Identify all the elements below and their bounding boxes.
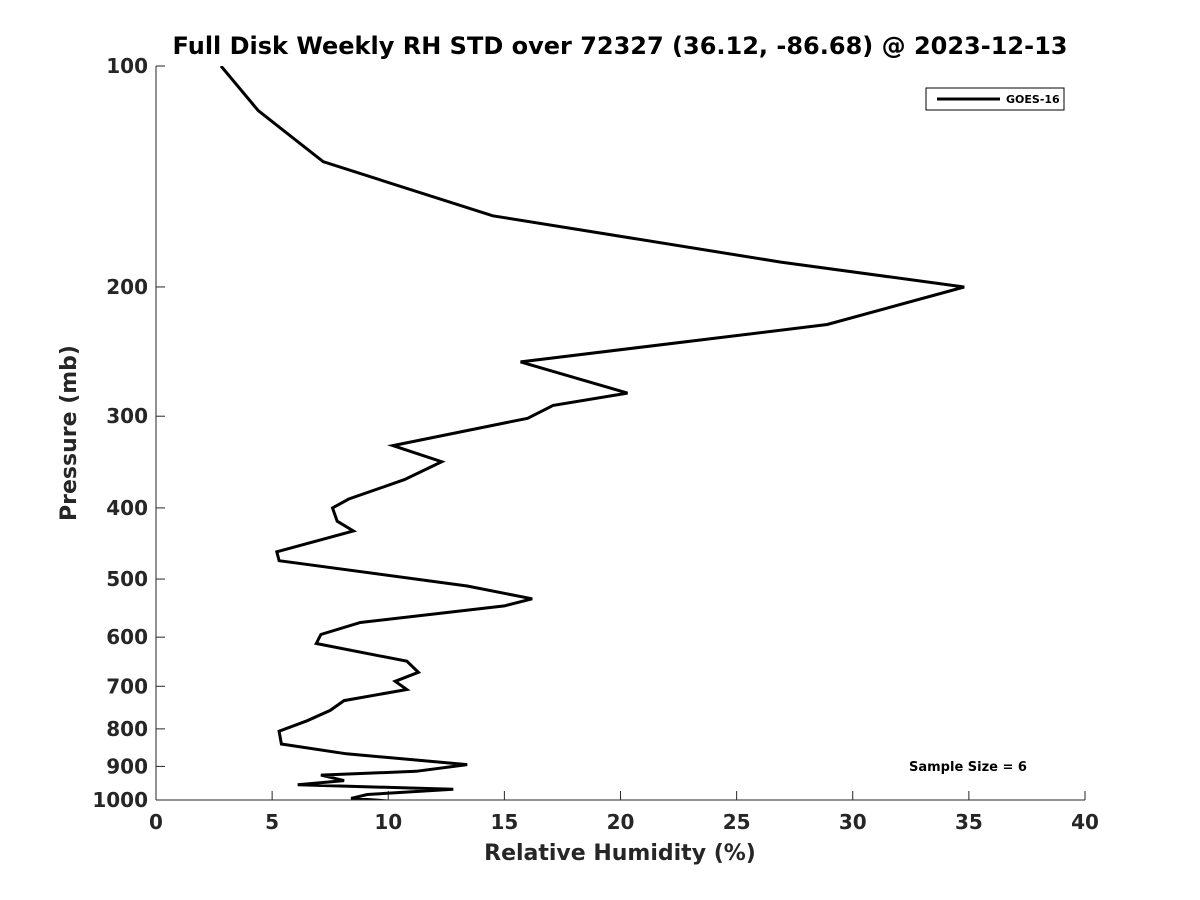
y-tick-label: 500 <box>106 567 148 591</box>
y-tick-label: 1000 <box>92 788 148 812</box>
x-tick-label: 5 <box>265 810 279 834</box>
series-layer <box>219 66 965 800</box>
y-tick-label: 900 <box>106 754 148 778</box>
x-tick-label: 40 <box>1071 810 1099 834</box>
y-axis-ticks: 100 200 300 400 500 600 700 800 900 1000 <box>92 54 165 812</box>
x-tick-label: 30 <box>839 810 867 834</box>
sample-size-annotation: Sample Size = 6 <box>909 760 1027 775</box>
series-line-goes-16 <box>219 66 965 800</box>
x-axis-ticks: 0 5 10 15 20 25 30 35 40 <box>149 791 1099 834</box>
x-tick-label: 0 <box>149 810 163 834</box>
legend: GOES-16 <box>925 87 1065 111</box>
y-tick-label: 700 <box>106 674 148 698</box>
legend-label-goes-16: GOES-16 <box>1006 93 1060 106</box>
chart-title: Full Disk Weekly RH STD over 72327 (36.1… <box>173 32 1068 60</box>
y-axis-label: Pressure (mb) <box>57 345 82 521</box>
y-tick-label: 400 <box>106 496 148 520</box>
y-tick-label: 600 <box>106 625 148 649</box>
y-tick-label: 100 <box>106 54 148 78</box>
x-tick-label: 10 <box>374 810 402 834</box>
x-tick-label: 35 <box>955 810 983 834</box>
plot-area: 0 5 10 15 20 25 30 35 40 100 200 300 400 500 600 700 80… <box>92 54 1099 834</box>
y-tick-label: 200 <box>106 275 148 299</box>
x-tick-label: 20 <box>607 810 635 834</box>
x-tick-label: 15 <box>490 810 518 834</box>
x-axis-label: Relative Humidity (%) <box>484 841 756 866</box>
x-tick-label: 25 <box>723 810 751 834</box>
y-tick-label: 300 <box>106 404 148 428</box>
y-tick-label: 800 <box>106 717 148 741</box>
